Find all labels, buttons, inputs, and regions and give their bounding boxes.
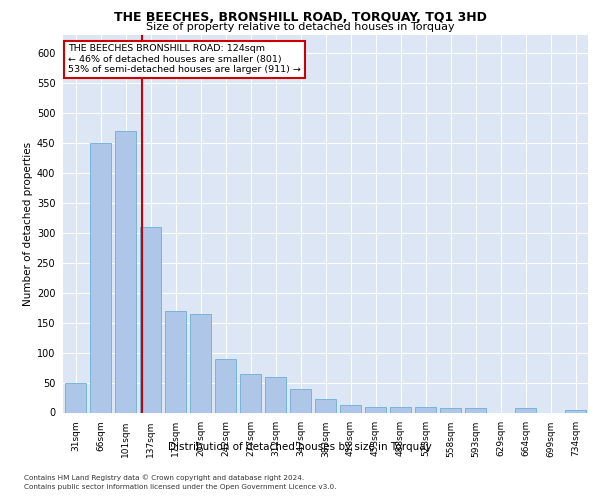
Bar xyxy=(365,406,386,412)
Bar xyxy=(465,408,486,412)
Bar xyxy=(415,406,436,412)
Bar xyxy=(65,382,86,412)
Bar xyxy=(290,388,311,412)
Bar xyxy=(190,314,211,412)
Bar xyxy=(265,376,286,412)
Bar xyxy=(390,406,411,412)
Bar xyxy=(565,410,586,412)
Bar xyxy=(340,406,361,412)
Bar xyxy=(90,143,111,412)
Bar xyxy=(515,408,536,412)
Bar xyxy=(215,358,236,412)
Text: THE BEECHES BRONSHILL ROAD: 124sqm
← 46% of detached houses are smaller (801)
53: THE BEECHES BRONSHILL ROAD: 124sqm ← 46%… xyxy=(68,44,301,74)
Bar xyxy=(240,374,261,412)
Bar xyxy=(140,226,161,412)
Text: Distribution of detached houses by size in Torquay: Distribution of detached houses by size … xyxy=(168,442,432,452)
Bar xyxy=(115,131,136,412)
Text: Size of property relative to detached houses in Torquay: Size of property relative to detached ho… xyxy=(146,22,454,32)
Bar xyxy=(315,400,336,412)
Text: Contains public sector information licensed under the Open Government Licence v3: Contains public sector information licen… xyxy=(24,484,337,490)
Y-axis label: Number of detached properties: Number of detached properties xyxy=(23,142,32,306)
Text: THE BEECHES, BRONSHILL ROAD, TORQUAY, TQ1 3HD: THE BEECHES, BRONSHILL ROAD, TORQUAY, TQ… xyxy=(113,11,487,24)
Text: Contains HM Land Registry data © Crown copyright and database right 2024.: Contains HM Land Registry data © Crown c… xyxy=(24,474,304,480)
Bar xyxy=(165,310,186,412)
Bar xyxy=(440,408,461,412)
